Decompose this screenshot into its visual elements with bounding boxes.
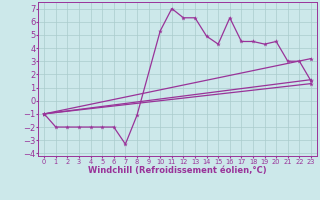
X-axis label: Windchill (Refroidissement éolien,°C): Windchill (Refroidissement éolien,°C) bbox=[88, 166, 267, 175]
